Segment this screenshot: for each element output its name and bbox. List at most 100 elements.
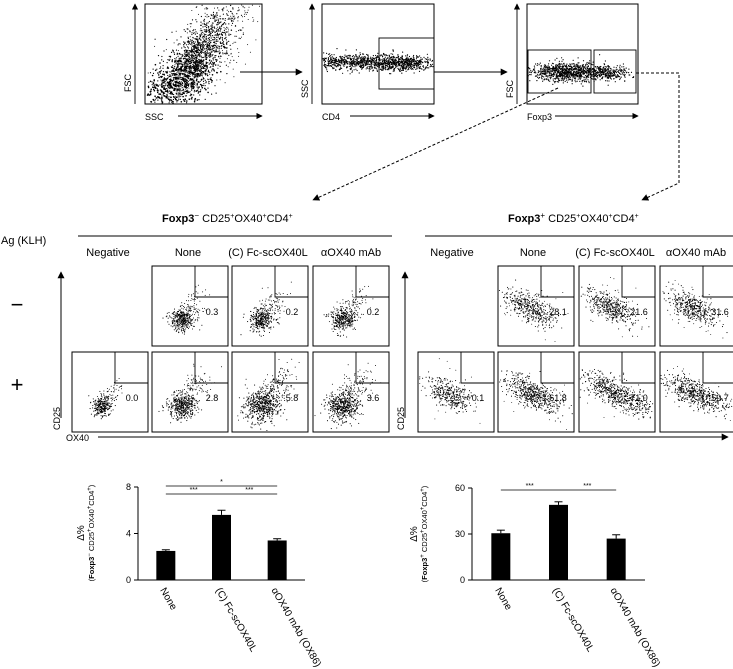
event-dot [184,307,185,309]
event-dot [201,51,203,54]
event-dot [199,329,201,331]
event-dot [232,68,234,70]
event-dot [192,37,194,39]
event-dot [158,76,160,79]
event-dot [224,38,226,40]
event-dot [325,64,327,66]
event-dot [548,60,551,62]
event-dot [536,80,538,82]
event-dot [232,20,234,22]
event-dot [176,324,178,326]
event-dot [608,80,610,82]
event-dot [236,62,238,63]
event-dot [232,43,234,45]
event-dot [242,27,244,29]
event-dot [226,47,228,49]
event-dot [223,22,226,24]
event-dot [208,52,210,54]
event-dot [228,17,230,19]
event-dot [402,51,404,53]
event-dot [197,308,199,310]
event-dot [569,78,571,81]
event-dot [561,60,563,62]
event-dot [187,319,189,321]
event-dot [213,36,215,39]
event-dot [205,35,207,38]
event-dot [216,20,218,21]
event-dot [548,80,550,82]
event-dot [196,304,198,306]
event-dot [371,68,373,70]
event-dot [186,307,188,309]
event-dot [188,304,189,306]
event-dot [415,60,417,62]
event-dot [194,299,196,300]
event-dot [179,89,181,91]
event-dot [186,32,188,34]
event-dot [401,66,403,68]
event-dot [623,66,625,68]
event-dot [199,83,202,86]
event-dot [406,58,408,60]
event-dot [197,42,199,44]
event-dot [406,60,408,62]
event-dot [211,70,213,72]
event-dot [539,72,542,74]
event-dot [188,321,190,323]
event-dot [571,80,573,82]
event-dot [184,320,186,322]
event-dot [221,23,224,25]
event-dot [572,69,574,71]
event-dot [422,65,424,67]
event-dot [561,66,563,68]
event-dot [355,56,357,58]
event-dot [367,54,369,56]
event-dot [323,62,326,64]
event-dot [198,54,200,56]
event-dot [194,314,196,316]
event-dot [174,65,176,68]
event-dot [208,34,210,36]
event-dot [202,43,204,45]
event-dot [602,70,604,72]
event-dot [161,59,163,61]
row-label-minus: − [11,292,24,317]
event-dot [432,66,434,68]
event-dot [189,60,191,63]
event-dot [355,49,357,51]
event-dot [617,70,619,72]
event-dot [556,321,558,323]
event-dot [565,77,567,80]
event-dot [205,52,207,54]
event-dot [525,302,527,304]
event-dot [176,66,178,68]
event-dot [201,86,204,89]
event-dot [237,48,239,50]
event-dot [191,295,193,297]
event-dot [169,85,172,87]
event-dot [197,65,200,67]
event-dot [382,68,385,70]
event-dot [363,65,365,67]
event-dot [200,32,202,34]
event-dot [217,23,219,25]
event-dot [179,312,182,314]
event-dot [202,63,204,65]
event-dot [180,313,182,315]
event-dot [184,65,186,68]
event-dot [188,66,190,69]
event-dot [168,55,170,58]
event-dot [179,82,182,84]
event-dot [412,59,414,61]
event-dot [395,67,397,69]
event-dot [202,56,204,59]
event-dot [198,81,200,83]
event-dot [202,26,204,28]
event-dot [343,65,345,67]
event-dot [177,62,179,64]
event-dot [198,317,200,319]
event-dot [179,84,181,86]
event-dot [541,304,543,306]
gating-plot-2: SSC CD4 [300,3,435,122]
event-dot [356,69,358,72]
